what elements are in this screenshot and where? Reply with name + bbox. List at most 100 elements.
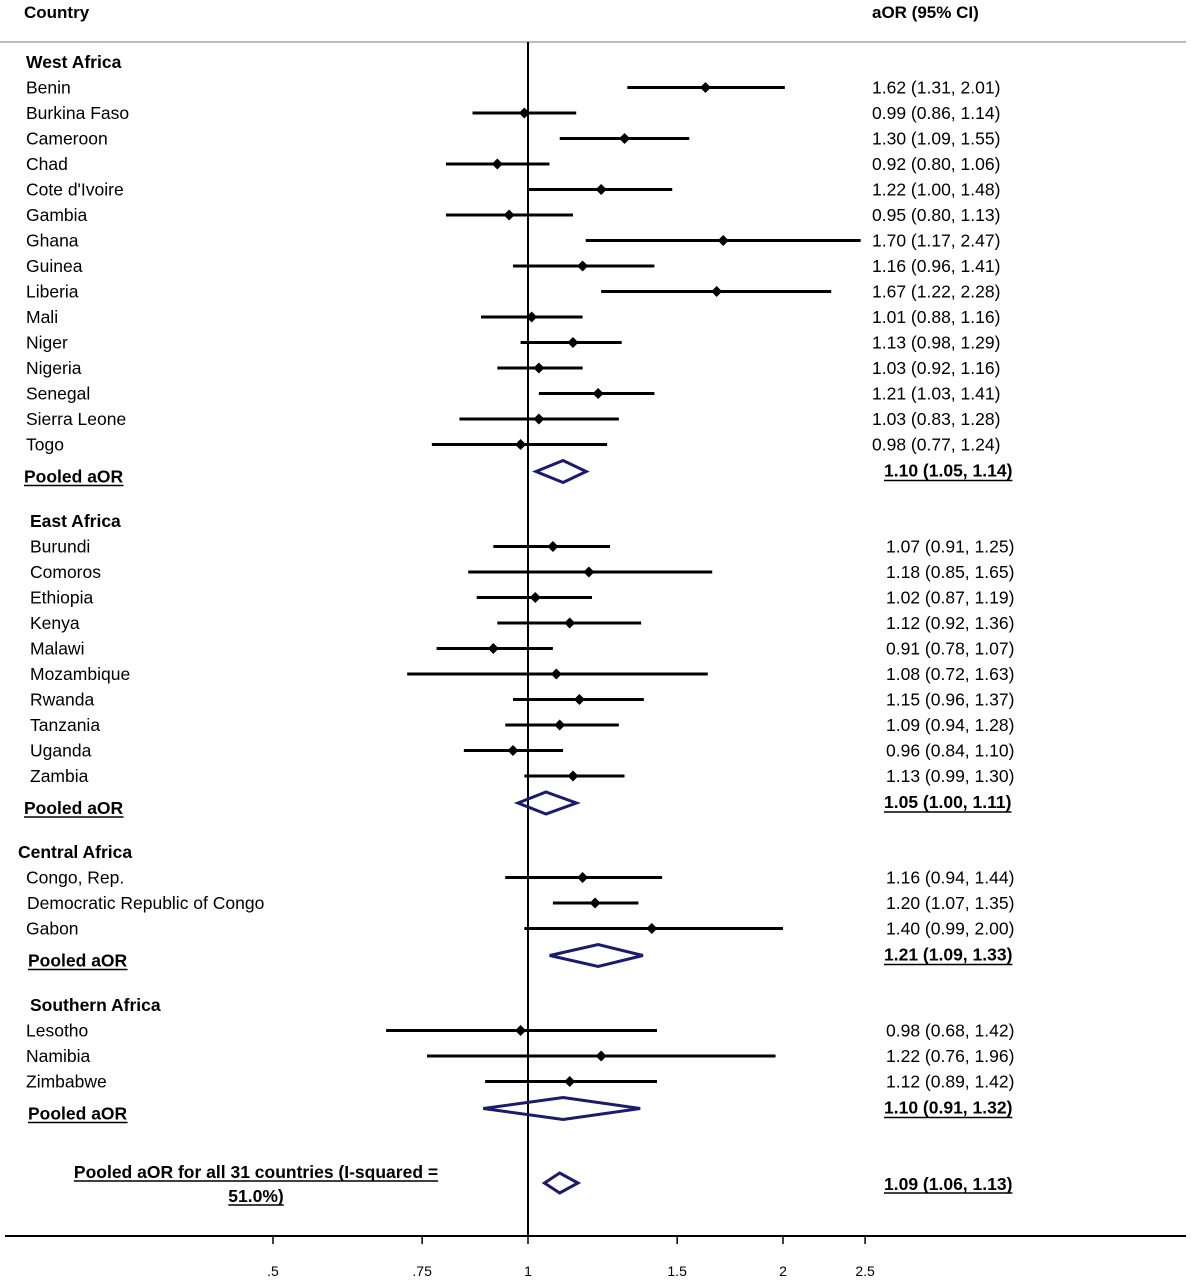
x-tick-label: .75 — [412, 1263, 432, 1279]
point-estimate — [491, 158, 503, 170]
pooled-label: Pooled aOR — [24, 467, 124, 487]
study-label: Cote d'Ivoire — [26, 180, 124, 200]
study-label: Namibia — [26, 1046, 90, 1066]
estimate-text: 0.92 (0.80, 1.06) — [872, 154, 1000, 174]
estimate-text: 1.08 (0.72, 1.63) — [886, 664, 1014, 684]
study-label: Burundi — [30, 537, 90, 557]
estimate-text: 0.96 (0.84, 1.10) — [886, 741, 1014, 761]
overall-diamond — [541, 1171, 582, 1195]
estimate-text: 1.40 (0.99, 2.00) — [886, 919, 1014, 939]
point-estimate — [573, 694, 585, 705]
estimate-text: 0.98 (0.77, 1.24) — [872, 435, 1000, 455]
x-tick-label: 2 — [779, 1263, 787, 1279]
x-tick-label: .5 — [267, 1263, 279, 1279]
point-estimate — [595, 184, 607, 195]
estimate-text: 1.12 (0.92, 1.36) — [886, 613, 1014, 633]
estimate-text: 1.16 (0.94, 1.44) — [886, 868, 1014, 888]
plot-layer: West Africa Benin 1.62 (1.31, 2.01) Burkina… — [18, 52, 1014, 1206]
study-label: Togo — [26, 435, 64, 455]
estimate-text: 1.03 (0.83, 1.28) — [872, 409, 1000, 429]
point-estimate — [592, 388, 604, 399]
point-estimate — [533, 362, 545, 374]
estimate-text: 1.13 (0.99, 1.30) — [886, 766, 1014, 786]
point-estimate — [507, 745, 519, 756]
group-header: Central Africa — [18, 842, 132, 862]
study-label: Senegal — [26, 384, 90, 404]
estimate-text: 1.07 (0.91, 1.25) — [886, 537, 1014, 557]
point-estimate — [526, 311, 538, 323]
point-estimate — [554, 719, 566, 731]
point-estimate — [503, 209, 515, 221]
overall-estimate-text: 1.09 (1.06, 1.13) — [884, 1174, 1012, 1194]
x-axis-ticks: .5 .75 1 1.5 2 2.5 — [267, 1236, 875, 1279]
point-estimate — [515, 1025, 527, 1036]
study-label: Liberia — [26, 282, 79, 302]
point-estimate — [487, 643, 499, 654]
estimate-text: 1.20 (1.07, 1.35) — [886, 893, 1014, 913]
pooled-estimate-text: 1.05 (1.00, 1.11) — [884, 792, 1011, 812]
estimate-text: 1.62 (1.31, 2.01) — [872, 78, 1000, 98]
estimate-text: 1.01 (0.88, 1.16) — [872, 307, 1000, 327]
estimate-text: 1.22 (0.76, 1.96) — [886, 1046, 1014, 1066]
overall-label-line2: 51.0%) — [228, 1186, 283, 1206]
point-estimate — [515, 439, 527, 450]
estimate-text: 1.70 (1.17, 2.47) — [872, 231, 1000, 251]
point-estimate — [547, 541, 559, 552]
pooled-diamond — [549, 942, 644, 969]
point-estimate — [577, 872, 589, 883]
study-label: Zambia — [30, 766, 89, 786]
point-estimate — [577, 260, 589, 272]
point-estimate — [567, 770, 579, 782]
point-estimate — [564, 617, 576, 629]
study-label: Guinea — [26, 256, 83, 276]
estimate-text: 0.98 (0.68, 1.42) — [886, 1021, 1014, 1041]
point-estimate — [646, 923, 658, 934]
study-label: Benin — [26, 78, 71, 98]
study-label: Democratic Republic of Congo — [27, 893, 264, 913]
pooled-estimate-text: 1.21 (1.09, 1.33) — [884, 945, 1012, 965]
study-label: Rwanda — [30, 690, 94, 710]
header-country: Country — [24, 3, 90, 22]
pooled-label: Pooled aOR — [28, 1104, 128, 1124]
x-tick-label: 1.5 — [667, 1263, 687, 1279]
study-label: Mali — [26, 307, 58, 327]
group-header: West Africa — [26, 52, 122, 72]
study-label: Gambia — [26, 205, 88, 225]
estimate-text: 1.03 (0.92, 1.16) — [872, 358, 1000, 378]
pooled-diamond — [531, 458, 590, 485]
study-label: Burkina Faso — [26, 103, 129, 123]
study-label: Ghana — [26, 231, 79, 251]
point-estimate — [518, 107, 530, 119]
study-label: Zimbabwe — [26, 1072, 107, 1092]
study-label: Gabon — [26, 919, 79, 939]
pooled-diamond — [483, 1095, 641, 1122]
point-estimate — [533, 413, 545, 425]
estimate-text: 1.22 (1.00, 1.48) — [872, 180, 1000, 200]
point-estimate — [711, 286, 723, 297]
point-estimate — [717, 235, 729, 246]
study-label: Niger — [26, 333, 68, 353]
pooled-diamond — [513, 790, 581, 816]
study-label: Mozambique — [30, 664, 130, 684]
study-label: Lesotho — [26, 1021, 88, 1041]
study-label: Malawi — [30, 639, 84, 659]
overall-label: Pooled aOR for all 31 countries (I-squar… — [74, 1162, 438, 1182]
estimate-text: 1.21 (1.03, 1.41) — [872, 384, 1000, 404]
pooled-estimate-text: 1.10 (1.05, 1.14) — [884, 461, 1012, 481]
pooled-estimate-text: 1.10 (0.91, 1.32) — [884, 1098, 1012, 1118]
estimate-text: 1.13 (0.98, 1.29) — [872, 333, 1000, 353]
study-label: Comoros — [30, 562, 101, 582]
estimate-text: 1.67 (1.22, 2.28) — [872, 282, 1000, 302]
study-label: Sierra Leone — [26, 409, 126, 429]
point-estimate — [589, 897, 601, 909]
header-estimate: aOR (95% CI) — [872, 3, 979, 22]
group-header: East Africa — [30, 511, 121, 531]
point-estimate — [699, 82, 711, 93]
point-estimate — [550, 668, 562, 680]
estimate-text: 0.91 (0.78, 1.07) — [886, 639, 1014, 659]
estimate-text: 1.09 (0.94, 1.28) — [886, 715, 1014, 735]
point-estimate — [595, 1050, 607, 1062]
group-header: Southern Africa — [30, 995, 161, 1015]
pooled-label: Pooled aOR — [24, 798, 124, 818]
